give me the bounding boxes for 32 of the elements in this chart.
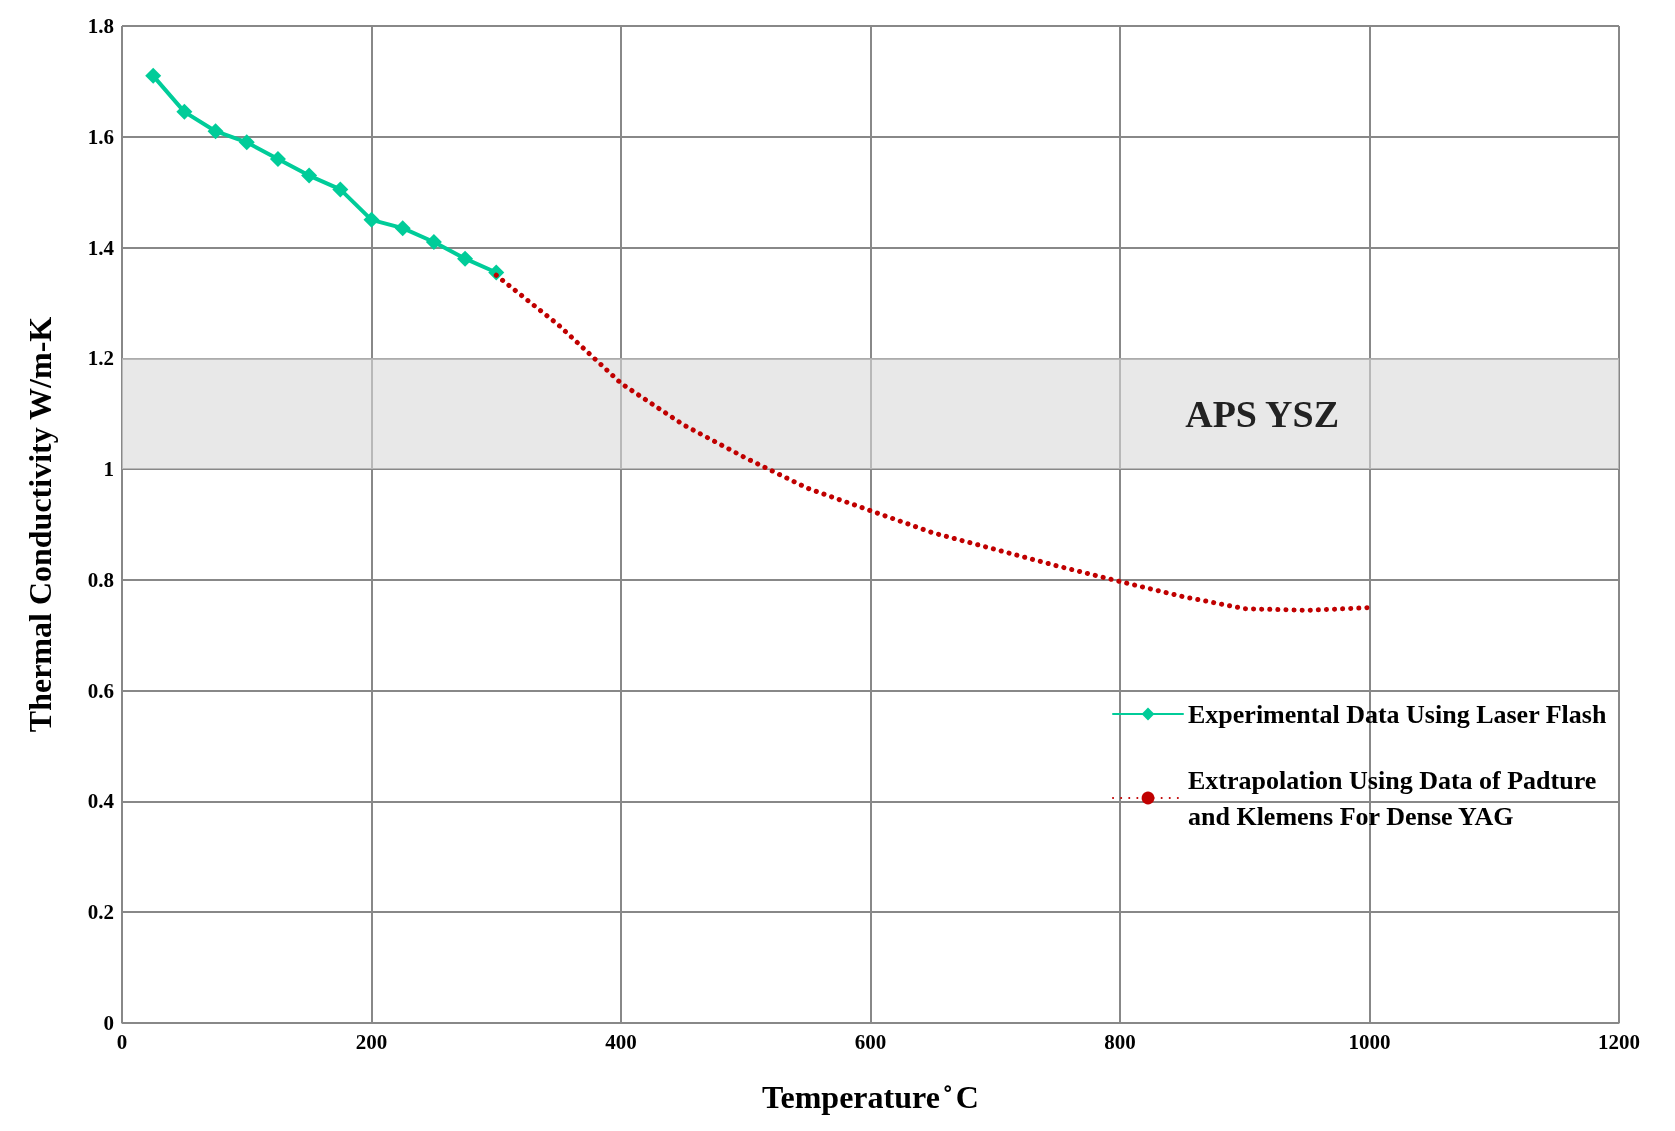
y-axis-title: Thermal Conductivity W/m-K bbox=[22, 316, 58, 733]
point bbox=[301, 167, 318, 184]
legend-label: Experimental Data Using Laser Flash bbox=[1188, 699, 1607, 729]
y-tick-label: 0.4 bbox=[87, 789, 115, 814]
band-label: APS YSZ bbox=[1185, 392, 1339, 435]
x-axis-title: Temperature ̊ C bbox=[762, 1079, 979, 1115]
y-tick-label: 0.6 bbox=[87, 678, 114, 703]
point bbox=[238, 134, 255, 151]
y-tick-label: 0.8 bbox=[87, 567, 114, 592]
point bbox=[332, 181, 349, 198]
point bbox=[145, 67, 162, 84]
y-tick-label: 0.2 bbox=[87, 900, 114, 925]
y-tick-label: 1.2 bbox=[87, 346, 114, 371]
x-tick-label: 1000 bbox=[1348, 1029, 1391, 1054]
y-tick-label: 0 bbox=[103, 1011, 114, 1035]
x-tick-label: 600 bbox=[854, 1029, 887, 1054]
y-tick-label: 1.8 bbox=[87, 14, 114, 38]
y-tick-label: 1.6 bbox=[87, 124, 114, 149]
point bbox=[363, 211, 380, 228]
point bbox=[269, 150, 286, 167]
y-tick-label: 1 bbox=[103, 457, 114, 482]
legend-label: Extrapolation Using Data of Padture and Klemens For Dense YAG bbox=[1188, 765, 1603, 831]
point bbox=[425, 234, 442, 251]
x-tick-label: 400 bbox=[605, 1029, 637, 1054]
x-tick-label: 200 bbox=[355, 1029, 388, 1054]
point bbox=[207, 123, 224, 140]
y-tick-label: 1.4 bbox=[87, 235, 115, 260]
point bbox=[457, 250, 474, 267]
x-tick-label: 800 bbox=[1104, 1029, 1136, 1054]
x-tick-label: 1200 bbox=[1598, 1029, 1640, 1054]
point bbox=[176, 103, 193, 120]
point bbox=[394, 220, 411, 237]
